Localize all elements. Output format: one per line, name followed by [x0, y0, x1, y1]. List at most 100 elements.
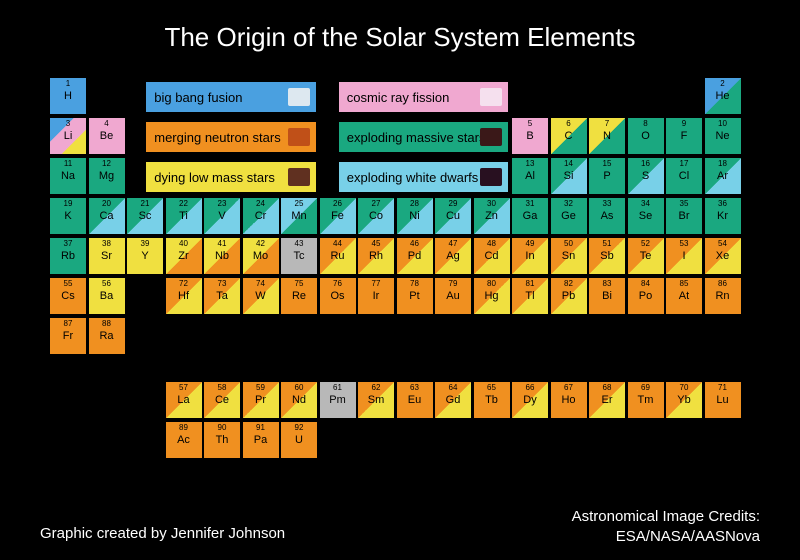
- legend-exploding_white: exploding white dwarfs: [339, 162, 508, 192]
- element-Sc: 21Sc: [127, 198, 163, 234]
- atomic-number: 23: [206, 200, 238, 209]
- element-Zr: 40Zr: [166, 238, 202, 274]
- element-symbol: Rh: [360, 250, 392, 262]
- page-title: The Origin of the Solar System Elements: [0, 0, 800, 53]
- element-symbol: Cr: [245, 210, 277, 222]
- element-Mn: 25Mn: [281, 198, 317, 234]
- element-symbol: La: [168, 394, 200, 406]
- element-symbol: S: [630, 170, 662, 182]
- element-Cr: 24Cr: [243, 198, 279, 234]
- element-symbol: As: [591, 210, 623, 222]
- atomic-number: 35: [668, 200, 700, 209]
- element-Be: 4Be: [89, 118, 125, 154]
- element-symbol: Lu: [707, 394, 739, 406]
- element-symbol: Ho: [553, 394, 585, 406]
- atomic-number: 52: [630, 240, 662, 249]
- element-symbol: Mo: [245, 250, 277, 262]
- atomic-number: 61: [322, 384, 354, 393]
- atomic-number: 76: [322, 280, 354, 289]
- atomic-number: 42: [245, 240, 277, 249]
- element-Si: 14Si: [551, 158, 587, 194]
- element-symbol: Al: [514, 170, 546, 182]
- credit-author: Graphic created by Jennifer Johnson: [40, 525, 285, 542]
- element-Se: 34Se: [628, 198, 664, 234]
- element-P: 15P: [589, 158, 625, 194]
- atomic-number: 40: [168, 240, 200, 249]
- element-Sm: 62Sm: [358, 382, 394, 418]
- legend-label: exploding white dwarfs: [347, 170, 479, 185]
- atomic-number: 31: [514, 200, 546, 209]
- atomic-number: 66: [514, 384, 546, 393]
- element-symbol: Hf: [168, 290, 200, 302]
- atomic-number: 82: [553, 280, 585, 289]
- atomic-number: 36: [707, 200, 739, 209]
- atomic-number: 27: [360, 200, 392, 209]
- element-Ag: 47Ag: [435, 238, 471, 274]
- element-As: 33As: [589, 198, 625, 234]
- element-symbol: Ru: [322, 250, 354, 262]
- element-Gd: 64Gd: [435, 382, 471, 418]
- atomic-number: 37: [52, 240, 84, 249]
- element-symbol: Mn: [283, 210, 315, 222]
- element-Xe: 54Xe: [705, 238, 741, 274]
- legend-big_bang: big bang fusion: [146, 82, 315, 112]
- element-Os: 76Os: [320, 278, 356, 314]
- element-Sb: 51Sb: [589, 238, 625, 274]
- atomic-number: 49: [514, 240, 546, 249]
- element-symbol: H: [52, 90, 84, 102]
- element-Ta: 73Ta: [204, 278, 240, 314]
- element-Mo: 42Mo: [243, 238, 279, 274]
- atomic-number: 53: [668, 240, 700, 249]
- element-symbol: Se: [630, 210, 662, 222]
- atomic-number: 32: [553, 200, 585, 209]
- element-B: 5B: [512, 118, 548, 154]
- element-symbol: Pt: [399, 290, 431, 302]
- element-Ne: 10Ne: [705, 118, 741, 154]
- atomic-number: 58: [206, 384, 238, 393]
- element-Pt: 78Pt: [397, 278, 433, 314]
- element-symbol: Ra: [91, 330, 123, 342]
- atomic-number: 13: [514, 160, 546, 169]
- atomic-number: 71: [707, 384, 739, 393]
- element-Pm: 61Pm: [320, 382, 356, 418]
- element-symbol: Re: [283, 290, 315, 302]
- atomic-number: 59: [245, 384, 277, 393]
- element-symbol: Pm: [322, 394, 354, 406]
- element-Cd: 48Cd: [474, 238, 510, 274]
- legend-exploding_massive: exploding massive stars: [339, 122, 508, 152]
- element-I: 53I: [666, 238, 702, 274]
- atomic-number: 70: [668, 384, 700, 393]
- atomic-number: 74: [245, 280, 277, 289]
- atomic-number: 85: [668, 280, 700, 289]
- element-symbol: Te: [630, 250, 662, 262]
- element-symbol: Rb: [52, 250, 84, 262]
- atomic-number: 55: [52, 280, 84, 289]
- element-symbol: W: [245, 290, 277, 302]
- element-symbol: Li: [52, 130, 84, 142]
- element-symbol: V: [206, 210, 238, 222]
- atomic-number: 54: [707, 240, 739, 249]
- element-Sn: 50Sn: [551, 238, 587, 274]
- atomic-number: 48: [476, 240, 508, 249]
- element-symbol: Co: [360, 210, 392, 222]
- element-Rb: 37Rb: [50, 238, 86, 274]
- element-symbol: Gd: [437, 394, 469, 406]
- element-symbol: Ca: [91, 210, 123, 222]
- atomic-number: 3: [52, 120, 84, 129]
- element-At: 85At: [666, 278, 702, 314]
- atomic-number: 47: [437, 240, 469, 249]
- element-symbol: Sm: [360, 394, 392, 406]
- element-In: 49In: [512, 238, 548, 274]
- legend-label: big bang fusion: [154, 90, 242, 105]
- atomic-number: 46: [399, 240, 431, 249]
- element-symbol: Tb: [476, 394, 508, 406]
- element-symbol: Si: [553, 170, 585, 182]
- atomic-number: 88: [91, 320, 123, 329]
- element-Ir: 77Ir: [358, 278, 394, 314]
- atomic-number: 29: [437, 200, 469, 209]
- atomic-number: 57: [168, 384, 200, 393]
- element-symbol: Po: [630, 290, 662, 302]
- atomic-number: 86: [707, 280, 739, 289]
- element-symbol: He: [707, 90, 739, 102]
- element-Na: 11Na: [50, 158, 86, 194]
